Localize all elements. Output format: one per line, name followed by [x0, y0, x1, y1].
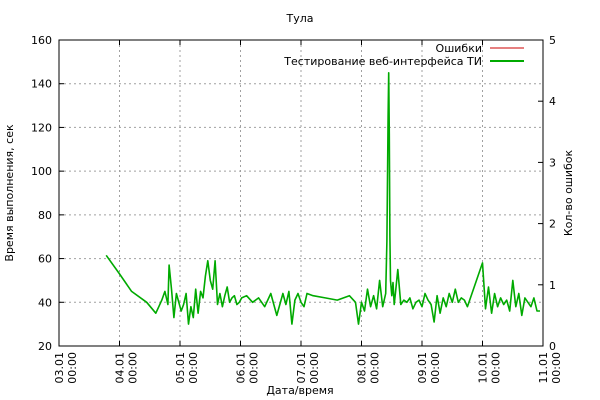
y-tick-label: 140 — [31, 78, 52, 91]
x-tick-label: 11.0100:00 — [537, 352, 563, 384]
x-tick-label-time: 00:00 — [369, 352, 382, 384]
x-axis-label: Дата/время — [266, 384, 333, 397]
y-tick-label: 80 — [38, 209, 52, 222]
y2-tick-label: 2 — [549, 218, 556, 231]
x-tick-label-date: 05.01 — [174, 352, 187, 384]
x-tick-label: 10.0100:00 — [477, 352, 503, 384]
chart-title: Тула — [285, 12, 313, 25]
legend-label-errors: Ошибки — [436, 42, 482, 55]
x-tick-label-date: 09.01 — [416, 352, 429, 384]
x-tick-label-date: 10.01 — [477, 352, 490, 384]
x-tick-label-time: 00:00 — [429, 352, 442, 384]
y2-axis-label: Кол-во ошибок — [562, 149, 575, 236]
x-tick-label: 06.0100:00 — [235, 352, 261, 384]
x-tick-label-time: 00:00 — [490, 352, 503, 384]
x-tick-label-date: 11.01 — [537, 352, 550, 384]
x-tick-label-date: 04.01 — [114, 352, 127, 384]
series-lines — [105, 72, 540, 325]
axis-ticks — [58, 39, 544, 347]
y-tick-label: 60 — [38, 253, 52, 266]
x-tick-label-date: 08.01 — [356, 352, 369, 384]
x-tick-label: 08.0100:00 — [356, 352, 382, 384]
x-tick-label-date: 03.01 — [53, 352, 66, 384]
y2-tick-label: 0 — [549, 340, 556, 353]
y-tick-label: 160 — [31, 34, 52, 47]
y2-tick-label: 5 — [549, 34, 556, 47]
x-tick-label: 05.0100:00 — [174, 352, 200, 384]
grid-lines — [59, 40, 543, 346]
y-tick-label: 100 — [31, 165, 52, 178]
x-tick-label: 07.0100:00 — [295, 352, 321, 384]
x-tick-label-date: 06.01 — [235, 352, 248, 384]
x-tick-label-date: 07.01 — [295, 352, 308, 384]
y2-tick-label: 3 — [549, 156, 556, 169]
y-tick-label: 120 — [31, 121, 52, 134]
y-tick-label: 20 — [38, 340, 52, 353]
x-tick-label-time: 00:00 — [248, 352, 261, 384]
y2-tick-label: 4 — [549, 95, 556, 108]
x-tick-label: 03.0100:00 — [53, 352, 79, 384]
legend-label-web-testing: Тестирование веб-интерфейса ТИ — [283, 55, 482, 68]
x-tick-label: 09.0100:00 — [416, 352, 442, 384]
y-axis-label: Время выполнения, сек — [3, 124, 16, 262]
legend: Ошибки Тестирование веб-интерфейса ТИ — [283, 42, 524, 68]
x-tick-label-time: 00:00 — [127, 352, 140, 384]
x-tick-label-time: 00:00 — [66, 352, 79, 384]
series-line-1 — [105, 72, 540, 325]
x-tick-label-time: 00:00 — [550, 352, 563, 384]
x-tick-label-time: 00:00 — [187, 352, 200, 384]
x-tick-label: 04.0100:00 — [114, 352, 140, 384]
x-tick-label-time: 00:00 — [308, 352, 321, 384]
y-tick-label: 40 — [38, 296, 52, 309]
y2-tick-label: 1 — [549, 279, 556, 292]
